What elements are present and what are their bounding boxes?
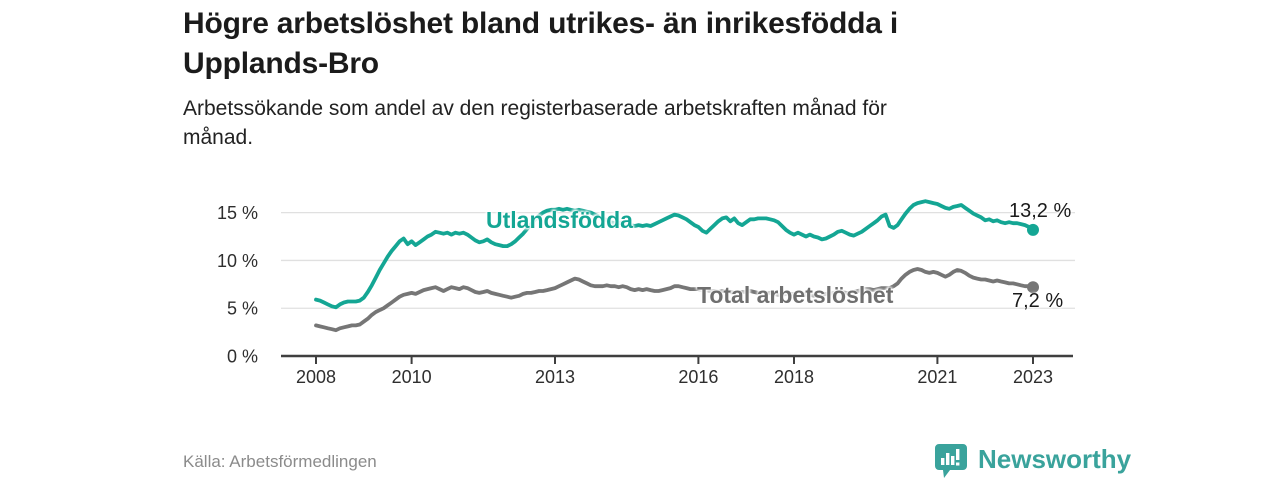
- y-tick-label: 15 %: [217, 203, 258, 223]
- page-title: Högre arbetslöshet bland utrikes- än inr…: [183, 7, 898, 80]
- x-tick-label: 2013: [535, 367, 575, 387]
- x-tick-label: 2021: [917, 367, 957, 387]
- end-dot: [1027, 223, 1039, 236]
- x-tick-label: 2016: [678, 367, 718, 387]
- x-tick-label: 2023: [1013, 367, 1053, 387]
- y-tick-label: 10 %: [217, 251, 258, 271]
- y-tick-label: 0 %: [227, 347, 258, 367]
- x-tick-label: 2010: [392, 367, 432, 387]
- source-note: Källa: Arbetsförmedlingen: [183, 452, 377, 471]
- line-utlandsf-dda: [314, 199, 1035, 310]
- x-tick-label: 2018: [774, 367, 814, 387]
- newsworthy-wordmark: Newsworthy: [978, 444, 1132, 474]
- end-dot: [1027, 281, 1039, 294]
- x-tick-label: 2008: [296, 367, 336, 387]
- line-total-arbetsl-shet: [314, 267, 1035, 333]
- end-value-label-total: 7,2 %: [1012, 290, 1064, 312]
- chart-subtitle: Arbetssökande som andel av den registerb…: [183, 97, 887, 149]
- series-label-total-arbetsloshet: Total arbetslöshet: [697, 282, 894, 308]
- newsworthy-brand-link[interactable]: Newsworthy: [934, 443, 1131, 479]
- newsworthy-logo-icon: [935, 444, 967, 478]
- y-tick-label: 5 %: [227, 299, 258, 319]
- end-value-label-utlandsfodda: 13,2 %: [1009, 200, 1072, 222]
- series-label-utlandsfodda: Utlandsfödda: [486, 207, 633, 233]
